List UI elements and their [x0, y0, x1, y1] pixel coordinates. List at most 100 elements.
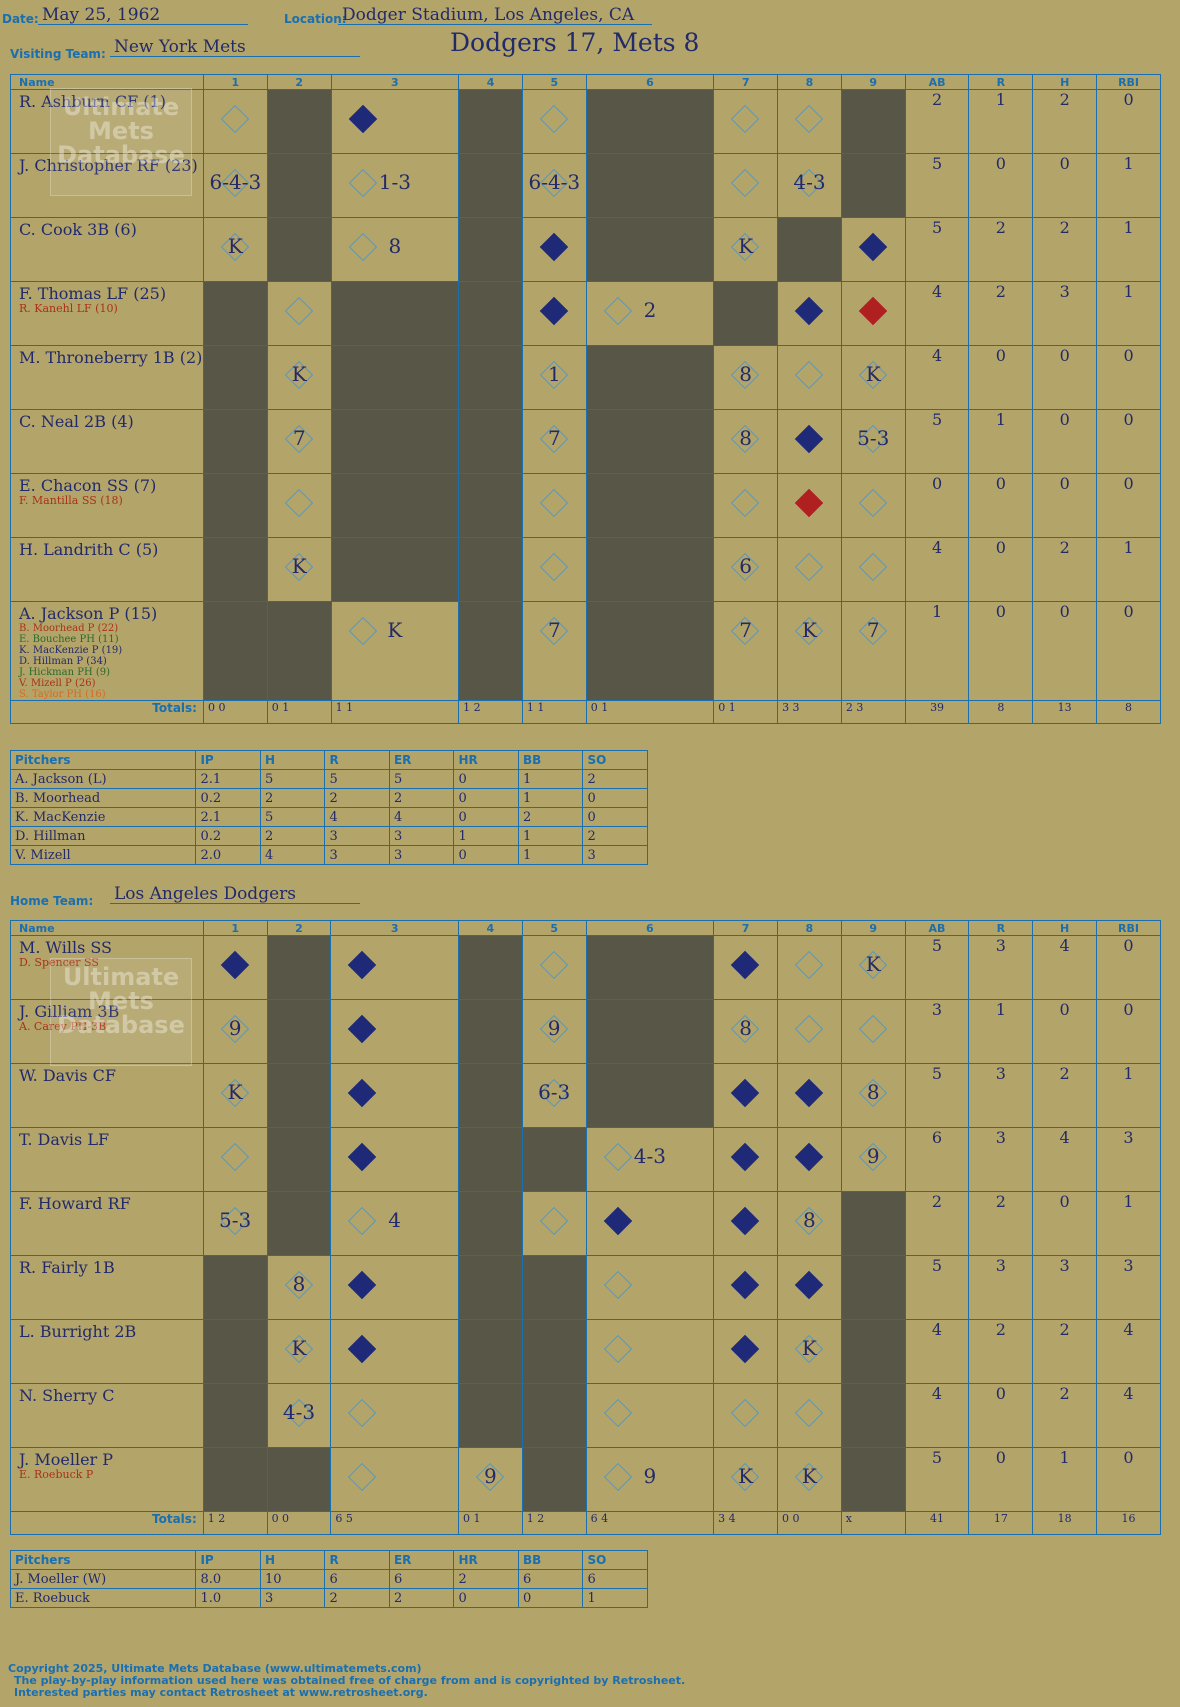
at-bat-cell: [330, 537, 460, 602]
base-diamond-icon: [539, 104, 569, 134]
inning-total-3: 1 1: [330, 700, 460, 724]
stat-rbi: 3: [1096, 1255, 1161, 1320]
substitute-name: F. Mantilla SS (18): [19, 494, 123, 507]
base-diamond-icon: [794, 360, 824, 390]
pitcher-row: K. MacKenzie 2.1 5 4 4 0 2 0: [9, 807, 648, 827]
batter-name: E. Chacon SS (7): [19, 476, 157, 495]
play-result-mark: 7: [739, 618, 753, 642]
inning-header-9: 9: [840, 920, 906, 936]
play-result-mark: 4-3: [633, 1144, 666, 1168]
at-bat-cell: [776, 1255, 842, 1320]
inning-header-2: 2: [266, 920, 332, 936]
pitcher-row: V. Mizell 2.0 4 3 3 0 1 3: [9, 845, 648, 865]
stat-header-rbi: RBI: [1096, 74, 1161, 90]
at-bat-cell: [202, 89, 268, 154]
stat-rbi: 1: [1096, 537, 1161, 602]
batter-row: C. Cook 3B (6) K 8 K 5 2 2 1: [10, 217, 1161, 282]
batter-row: W. Davis CF K 6-3 8 5 3 2 1: [10, 1063, 1161, 1128]
batter-row: F. Thomas LF (25) R. Kanehl LF (10) 2 4 2 3 1: [10, 281, 1161, 346]
batter-name: L. Burright 2B: [19, 1322, 137, 1341]
base-diamond-icon: [731, 1398, 760, 1428]
at-bat-cell: [330, 1127, 459, 1192]
batter-name: R. Ashburn CF (1): [19, 92, 166, 111]
inning-header-6: 6: [585, 74, 715, 90]
pitcher-stat: 1.0: [195, 1588, 261, 1608]
batter-cell: R. Fairly 1B: [10, 1255, 204, 1320]
date-label: Date:: [2, 12, 39, 26]
base-diamond-icon: [220, 104, 250, 134]
at-bat-cell: [330, 935, 459, 1000]
play-result-mark: 7: [292, 426, 306, 450]
home-team-label: Home Team:: [10, 894, 94, 908]
base-diamond-icon: [794, 552, 824, 582]
pitcher-row: A. Jackson (L) 2.1 5 5 5 0 1 2: [9, 769, 648, 789]
base-diamond-icon: [794, 296, 824, 326]
pitcher-stat: 6: [517, 1569, 584, 1589]
at-bat-cell: 7: [521, 601, 587, 701]
batter-name: J. Christopher RF (23): [19, 156, 198, 175]
at-bat-cell: [585, 217, 715, 282]
at-bat-cell: 2: [585, 281, 715, 346]
at-bat-cell: [776, 935, 842, 1000]
stat-h: 2: [1032, 1319, 1098, 1384]
at-bat-cell: [457, 1383, 523, 1448]
at-bat-cell: 8: [713, 345, 779, 410]
stat-h: 4: [1032, 1127, 1098, 1192]
at-bat-cell: [457, 1319, 523, 1384]
base-diamond-icon: [794, 104, 824, 134]
at-bat-cell: [202, 601, 268, 701]
play-result-mark: 9: [866, 1144, 880, 1168]
at-bat-cell: [713, 153, 779, 218]
at-bat-cell: [585, 345, 715, 410]
inning-total-5: 1 1: [521, 700, 587, 724]
pitcher-name: V. Mizell: [9, 845, 197, 865]
at-bat-cell: [458, 473, 523, 538]
batter-cell: M. Throneberry 1B (2): [10, 345, 204, 410]
total-r: 17: [968, 1511, 1034, 1535]
batter-cell: T. Davis LF: [10, 1127, 204, 1192]
pitcher-col-h: H: [259, 750, 326, 770]
at-bat-cell: K: [840, 935, 906, 1000]
pitcher-stat: 3: [324, 826, 390, 846]
at-bat-cell: [330, 1383, 459, 1448]
stat-r: 2: [968, 281, 1034, 346]
play-result-mark: 7: [547, 618, 561, 642]
at-bat-cell: [777, 281, 842, 346]
at-bat-cell: 4-3: [585, 1127, 715, 1192]
at-bat-cell: [840, 1383, 906, 1448]
at-bat-cell: [457, 1191, 523, 1256]
inning-total-2: 0 0: [266, 1511, 332, 1535]
at-bat-cell: [330, 345, 460, 410]
at-bat-cell: [585, 1383, 715, 1448]
substitute-name: B. Moorhead P (22): [19, 623, 119, 634]
play-result-mark: 9: [643, 1464, 657, 1488]
at-bat-cell: [330, 89, 460, 154]
at-bat-cell: 9: [585, 1447, 715, 1512]
at-bat-cell: [777, 537, 842, 602]
at-bat-cell: [266, 217, 332, 282]
pitcher-stat: 1: [453, 826, 519, 846]
base-diamond-icon: [539, 552, 569, 582]
pitcher-stat: 0: [453, 788, 519, 808]
at-bat-cell: 7: [840, 601, 906, 701]
pitcher-col-h: H: [259, 1550, 326, 1570]
at-bat-cell: K: [330, 601, 460, 701]
pitcher-stat: 6: [388, 1569, 455, 1589]
at-bat-cell: [202, 1319, 268, 1384]
total-rbi: 8: [1096, 700, 1161, 724]
at-bat-cell: [585, 1255, 715, 1320]
totals-label: Totals:: [10, 700, 204, 724]
pitcher-col-pitchers: Pitchers: [9, 1550, 197, 1570]
at-bat-cell: 4-3: [777, 153, 842, 218]
batter-cell: J. Gilliam 3B A. Carey PH-3B: [10, 999, 204, 1064]
batter-row: C. Neal 2B (4) 7 7 8 5-3 5 1 0 0: [10, 409, 1161, 474]
at-bat-cell: [840, 1191, 906, 1256]
base-diamond-icon: [348, 1142, 377, 1172]
at-bat-cell: [840, 153, 906, 218]
at-bat-cell: [840, 1319, 906, 1384]
inning-header-5: 5: [521, 74, 587, 90]
base-diamond-icon: [731, 1334, 760, 1364]
stat-ab: 6: [904, 1127, 970, 1192]
play-result-mark: 4: [388, 1208, 402, 1232]
